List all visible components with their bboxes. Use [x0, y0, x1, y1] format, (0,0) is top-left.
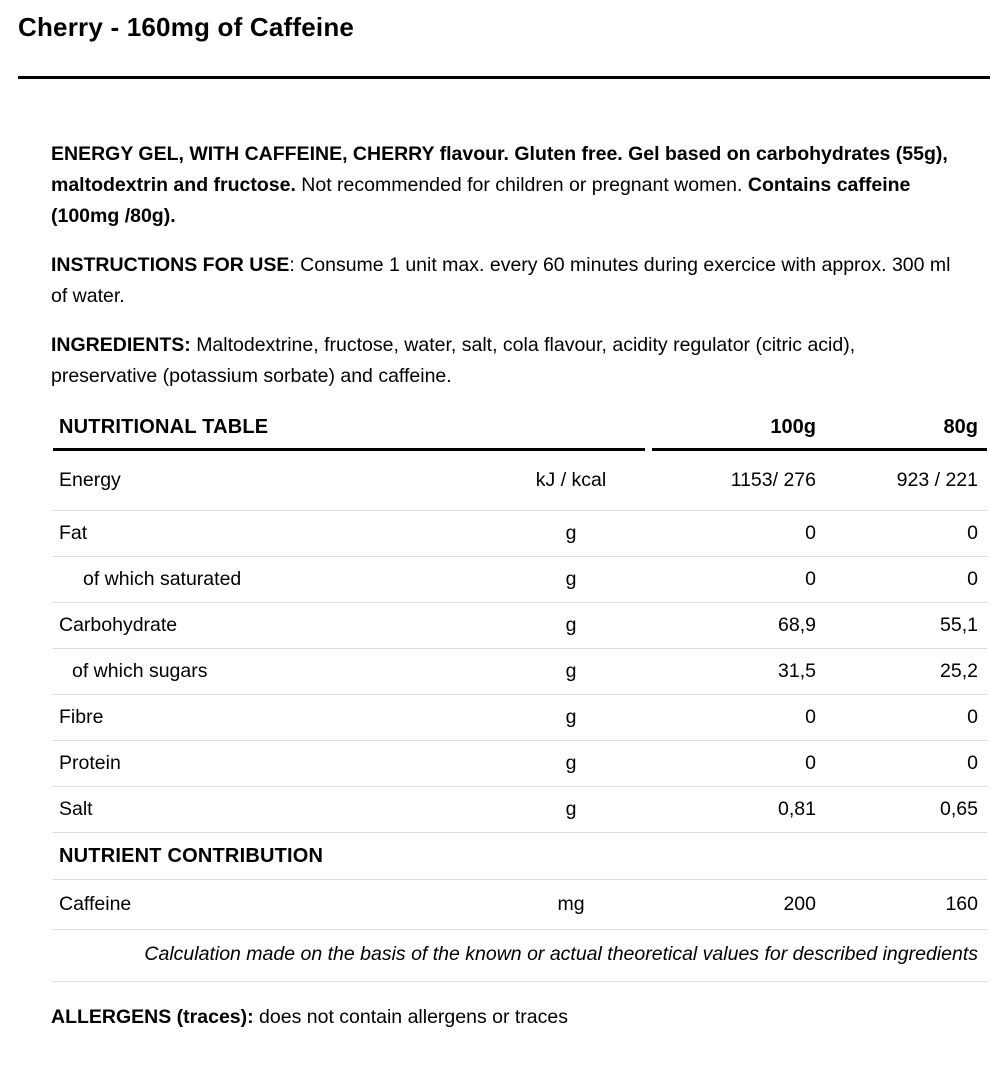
- table-row-carbohydrate: Carbohydrate g 68,9 55,1: [53, 603, 987, 649]
- description-normal-text: Not recommended for children or pregnant…: [301, 174, 743, 196]
- nutrient-name: Caffeine: [59, 893, 132, 915]
- value-80g: 160: [945, 893, 978, 915]
- allergens-label: ALLERGENS (traces):: [51, 1006, 254, 1028]
- nutrient-name: of which saturated: [83, 568, 242, 590]
- table-header-row: NUTRITIONAL TABLE 100g 80g: [53, 416, 987, 451]
- value-100g: 31,5: [778, 660, 816, 682]
- nutrient-name: Salt: [59, 798, 93, 820]
- nutrient-unit: g: [565, 614, 577, 636]
- table-title: NUTRITIONAL TABLE: [53, 416, 645, 451]
- table-row-fibre: Fibre g 0 0: [53, 695, 987, 741]
- value-100g: 68,9: [778, 614, 816, 636]
- nutrient-contribution-header: NUTRIENT CONTRIBUTION: [53, 833, 987, 880]
- value-80g: 0,65: [940, 798, 978, 820]
- page-title: Cherry - 160mg of Caffeine: [18, 12, 355, 42]
- value-80g: 0: [967, 522, 978, 544]
- table-row-energy: Energy kJ / kcal 1153/ 276 923 / 221: [53, 451, 987, 511]
- value-100g: 200: [783, 893, 816, 915]
- nutrient-unit: g: [565, 522, 577, 544]
- value-80g: 0: [967, 568, 978, 590]
- ingredients-text: Maltodextrine, fructose, water, salt, co…: [51, 334, 856, 387]
- allergens-paragraph: ALLERGENS (traces): does not contain all…: [51, 1002, 965, 1033]
- nutrient-name: Fibre: [59, 706, 104, 728]
- nutrient-name: Protein: [59, 752, 121, 774]
- nutrient-name: Fat: [59, 522, 88, 544]
- instructions-paragraph: INSTRUCTIONS FOR USE: Consume 1 unit max…: [51, 250, 965, 312]
- nutrient-name: Energy: [59, 469, 121, 491]
- ingredients-label: INGREDIENTS:: [51, 334, 191, 356]
- allergens-text: does not contain allergens or traces: [259, 1006, 568, 1028]
- value-80g: 0: [967, 752, 978, 774]
- nutrient-unit: g: [565, 752, 577, 774]
- table-row-caffeine: Caffeine mg 200 160: [53, 880, 987, 930]
- title-divider: [18, 76, 990, 79]
- product-label-page: Cherry - 160mg of Caffeine ENERGY GEL, W…: [0, 12, 990, 1033]
- column-header-80g: 80g: [943, 416, 978, 438]
- value-100g: 0: [805, 568, 816, 590]
- value-100g: 1153/ 276: [730, 469, 816, 491]
- nutritional-table: NUTRITIONAL TABLE 100g 80g Energy kJ / k…: [53, 416, 987, 982]
- value-80g: 923 / 221: [896, 469, 978, 491]
- description-bold-intro: ENERGY GEL, WITH CAFFEINE, CHERRY flavou…: [51, 143, 948, 196]
- column-header-100g: 100g: [770, 416, 816, 438]
- table-footnote: Calculation made on the basis of the kno…: [53, 930, 987, 982]
- table-row-salt: Salt g 0,81 0,65: [53, 787, 987, 833]
- value-80g: 0: [967, 706, 978, 728]
- instructions-label: INSTRUCTIONS FOR USE: [51, 254, 290, 276]
- nutrient-name: Carbohydrate: [59, 614, 178, 636]
- table-row-saturated: of which saturated g 0 0: [53, 557, 987, 603]
- description-bold-caffeine: Contains caffeine (100mg /80g).: [51, 174, 911, 227]
- nutrient-unit: g: [565, 660, 577, 682]
- table-row-fat: Fat g 0 0: [53, 511, 987, 557]
- nutrient-unit: mg: [557, 893, 585, 915]
- value-100g: 0: [805, 752, 816, 774]
- ingredients-paragraph: INGREDIENTS: Maltodextrine, fructose, wa…: [51, 330, 965, 392]
- nutrient-unit: g: [565, 798, 577, 820]
- nutrient-name: of which sugars: [72, 660, 208, 682]
- product-description: ENERGY GEL, WITH CAFFEINE, CHERRY flavou…: [51, 139, 965, 232]
- value-80g: 55,1: [940, 614, 978, 636]
- instructions-text: : Consume 1 unit max. every 60 minutes d…: [51, 254, 951, 307]
- table-column-headers: 100g 80g: [652, 416, 987, 451]
- nutrient-unit: g: [565, 568, 577, 590]
- value-100g: 0: [805, 706, 816, 728]
- nutrient-unit: g: [565, 706, 577, 728]
- nutrient-unit: kJ / kcal: [535, 469, 607, 491]
- table-row-sugars: of which sugars g 31,5 25,2: [53, 649, 987, 695]
- value-80g: 25,2: [940, 660, 978, 682]
- value-100g: 0,81: [778, 798, 816, 820]
- value-100g: 0: [805, 522, 816, 544]
- content-area: ENERGY GEL, WITH CAFFEINE, CHERRY flavou…: [0, 139, 990, 392]
- table-row-protein: Protein g 0 0: [53, 741, 987, 787]
